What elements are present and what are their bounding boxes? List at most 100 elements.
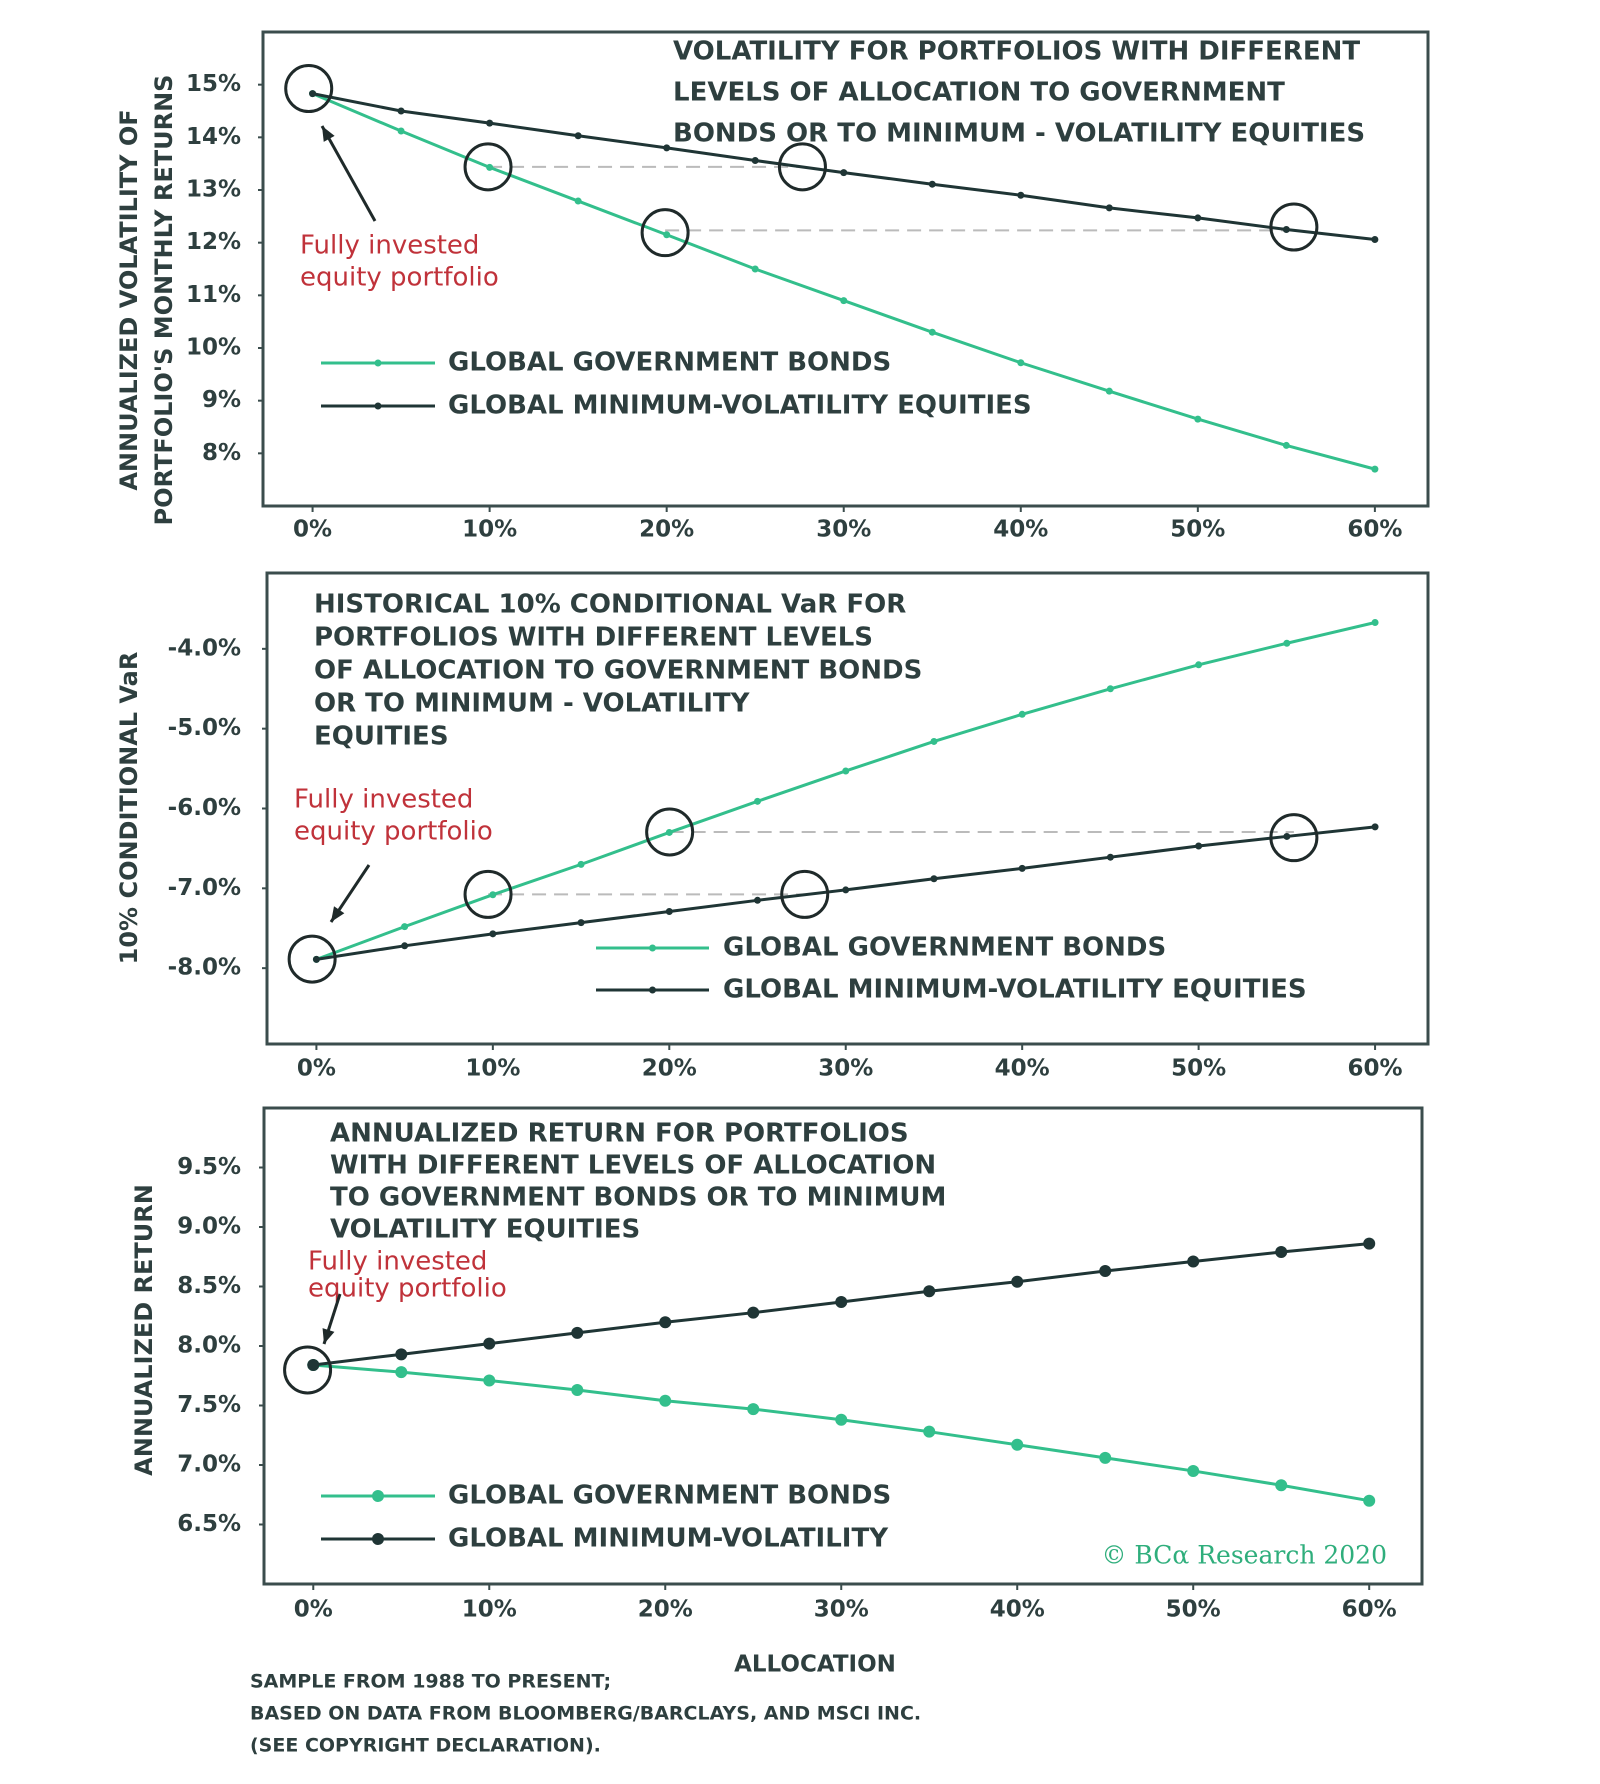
data-point — [1283, 832, 1291, 840]
annotation: Fully invested — [308, 1247, 487, 1277]
chart-title: OR TO MINIMUM - VOLATILITY — [314, 689, 751, 719]
highlight-circle — [463, 142, 513, 192]
y-tick-label: 6.5% — [177, 1511, 241, 1537]
y-tick-label: 9.0% — [177, 1214, 241, 1240]
data-point — [663, 231, 671, 239]
legend-marker — [374, 402, 382, 410]
data-point — [1371, 236, 1379, 244]
chart-title: HISTORICAL 10% CONDITIONAL VaR FOR — [314, 590, 906, 620]
data-point — [840, 169, 848, 177]
annotation: Fully invested — [300, 231, 479, 261]
data-point — [489, 930, 497, 938]
arrow-head — [322, 1328, 335, 1344]
data-point — [1195, 661, 1203, 669]
data-point — [754, 797, 762, 805]
highlight-circle — [780, 869, 830, 919]
footnote: (SEE COPYRIGHT DECLARATION). — [250, 1735, 601, 1757]
data-point — [1187, 1464, 1200, 1477]
data-point — [397, 127, 405, 135]
y-tick-label: 8% — [202, 440, 241, 466]
data-point — [842, 886, 850, 894]
data-point — [754, 896, 762, 904]
legend-label: GLOBAL GOVERNMENT BONDS — [448, 1481, 891, 1511]
data-point — [1275, 1479, 1288, 1492]
data-point — [307, 1359, 320, 1372]
footnote: SAMPLE FROM 1988 TO PRESENT; — [250, 1671, 611, 1693]
x-tick-label: 10% — [462, 517, 517, 543]
data-point — [1363, 1494, 1376, 1507]
x-tick-label: 0% — [293, 517, 332, 543]
highlight-circle — [1269, 813, 1319, 863]
legend-label: GLOBAL MINIMUM-VOLATILITY — [448, 1524, 889, 1554]
data-point — [1187, 1255, 1200, 1268]
chart-title: EQUITIES — [314, 722, 449, 752]
annotation: equity portfolio — [294, 817, 493, 847]
chart-title: VOLATILITY EQUITIES — [330, 1215, 640, 1245]
data-point — [1371, 823, 1379, 831]
chart-title: WITH DIFFERENT LEVELS OF ALLOCATION — [330, 1151, 936, 1181]
data-point — [842, 767, 850, 775]
data-point — [401, 923, 409, 931]
data-point — [397, 107, 405, 115]
y-tick-label: 8.5% — [177, 1273, 241, 1299]
x-tick-label: 40% — [993, 517, 1048, 543]
x-tick-label: 40% — [995, 1056, 1050, 1082]
data-point — [577, 919, 585, 927]
data-point — [1282, 226, 1290, 233]
data-point — [1018, 864, 1026, 872]
data-point — [1011, 1275, 1024, 1288]
y-axis-label: ANNUALIZED VOLATILITY OF — [115, 109, 143, 490]
legend-marker — [649, 986, 656, 994]
data-point — [395, 1348, 408, 1361]
x-tick-label: 0% — [297, 1056, 336, 1082]
data-point — [1017, 191, 1025, 199]
x-axis-label: ALLOCATION — [734, 1652, 896, 1678]
annotation: Fully invested — [294, 785, 473, 815]
y-tick-label: 15% — [186, 71, 241, 97]
data-point — [486, 119, 494, 127]
x-tick-label: 50% — [1170, 517, 1225, 543]
arrow-head — [322, 126, 335, 142]
data-point — [747, 1306, 760, 1319]
data-point — [309, 90, 317, 98]
data-point — [1017, 359, 1025, 367]
legend-marker — [649, 944, 656, 952]
data-point — [574, 197, 582, 205]
x-tick-label: 10% — [462, 1597, 517, 1623]
legend-label: GLOBAL GOVERNMENT BONDS — [723, 933, 1166, 963]
data-point — [401, 942, 409, 950]
y-tick-label: 10% — [186, 335, 241, 361]
y-tick-label: 9.5% — [177, 1154, 241, 1180]
y-axis-label: PORTFOLIO'S MONTHLY RETURNS — [150, 75, 178, 526]
data-point — [486, 163, 494, 171]
data-point — [835, 1413, 848, 1426]
x-tick-label: 20% — [638, 1597, 693, 1623]
data-point — [1011, 1438, 1024, 1451]
data-point — [659, 1394, 672, 1407]
data-point — [1106, 685, 1114, 693]
legend-marker — [374, 359, 382, 367]
y-tick-label: -5.0% — [168, 715, 241, 741]
data-point — [1283, 639, 1291, 647]
x-tick-label: 60% — [1347, 517, 1402, 543]
data-point — [1106, 853, 1114, 861]
data-point — [928, 328, 936, 336]
highlight-circle — [645, 807, 695, 857]
data-point — [1105, 204, 1113, 212]
x-tick-label: 50% — [1166, 1597, 1221, 1623]
y-axis-label: 10% CONDITIONAL VaR — [115, 652, 143, 965]
highlight-circle — [463, 869, 513, 919]
data-point — [1275, 1245, 1288, 1258]
legend-label: GLOBAL MINIMUM-VOLATILITY EQUITIES — [448, 391, 1032, 421]
chart-title: PORTFOLIOS WITH DIFFERENT LEVELS — [314, 623, 873, 653]
data-point — [930, 875, 938, 883]
data-point — [1371, 465, 1379, 473]
highlight-circle — [640, 208, 690, 258]
chart-title: ANNUALIZED RETURN FOR PORTFOLIOS — [330, 1119, 909, 1149]
data-point — [665, 828, 673, 836]
data-point — [665, 907, 673, 915]
annotation-arrow — [320, 125, 377, 222]
highlight-circle — [283, 1345, 333, 1395]
y-tick-label: 11% — [186, 282, 241, 308]
